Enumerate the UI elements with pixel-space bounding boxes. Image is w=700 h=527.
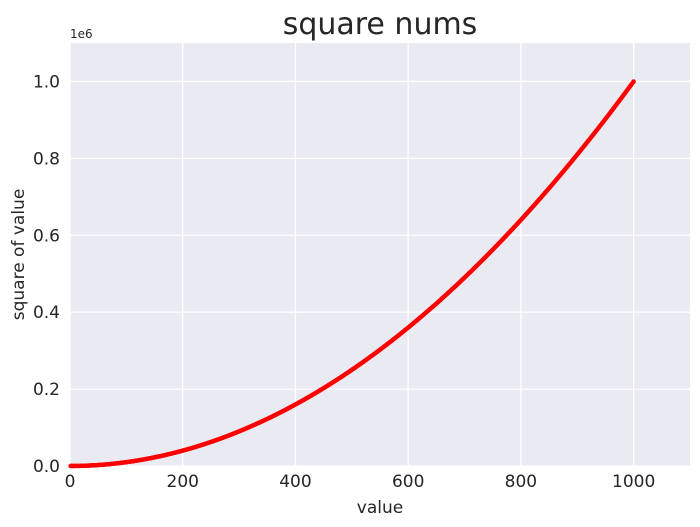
y-tick-label: 0.0 bbox=[33, 457, 60, 477]
x-tick-label: 1000 bbox=[612, 472, 655, 492]
chart-title: square nums bbox=[283, 7, 478, 42]
x-axis-ticks: 0 200 400 600 800 1000 bbox=[65, 472, 656, 492]
y-tick-label: 0.4 bbox=[33, 303, 60, 323]
y-axis-label: square of value bbox=[9, 189, 29, 321]
y-tick-label: 0.6 bbox=[33, 226, 60, 246]
x-tick-label: 600 bbox=[392, 472, 424, 492]
y-tick-label: 0.8 bbox=[33, 149, 60, 169]
y-tick-label: 1.0 bbox=[33, 72, 60, 92]
x-tick-label: 800 bbox=[505, 472, 537, 492]
x-axis-label: value bbox=[357, 498, 403, 518]
plot-background bbox=[70, 43, 690, 466]
y-axis-offset-label: 1e6 bbox=[70, 27, 93, 41]
x-tick-label: 0 bbox=[65, 472, 76, 492]
x-tick-label: 400 bbox=[279, 472, 311, 492]
y-tick-label: 0.2 bbox=[33, 380, 60, 400]
y-axis-ticks: 0.0 0.2 0.4 0.6 0.8 1.0 bbox=[33, 72, 60, 477]
x-tick-label: 200 bbox=[167, 472, 199, 492]
data-point bbox=[631, 79, 636, 84]
grid-lines bbox=[69, 43, 690, 467]
data-series bbox=[68, 79, 636, 469]
